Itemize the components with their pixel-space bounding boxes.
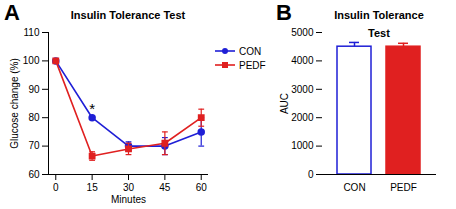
html-text:PEDF: PEDF [239, 59, 266, 71]
html-text:CON: CON [239, 45, 262, 57]
svg-text:45: 45 [159, 182, 171, 193]
svg-text:1000: 1000 [291, 140, 314, 151]
svg-text:30: 30 [123, 182, 135, 193]
svg-text:*: * [89, 100, 95, 117]
svg-text:80: 80 [28, 112, 40, 123]
svg-text:100: 100 [23, 55, 40, 66]
svg-text:AUC: AUC [279, 93, 290, 114]
html-text:Insulin Tolerance Test: Insulin Tolerance Test [70, 9, 186, 21]
html-text:Insulin Tolerance Test: Insulin Tolerance Test [334, 9, 424, 39]
svg-text:15: 15 [87, 182, 99, 193]
svg-text:110: 110 [24, 27, 40, 38]
svg-text:CON: CON [343, 182, 365, 193]
svg-text:PEDF: PEDF [390, 182, 417, 193]
svg-text:70: 70 [28, 140, 40, 151]
svg-text:Minutes: Minutes [111, 194, 146, 205]
svg-text:60: 60 [196, 182, 208, 193]
svg-text:4000: 4000 [291, 55, 314, 66]
svg-text:0: 0 [308, 169, 314, 180]
svg-text:60: 60 [28, 169, 40, 180]
svg-text:2000: 2000 [291, 112, 314, 123]
svg-text:0: 0 [53, 182, 59, 193]
svg-text:90: 90 [28, 84, 40, 95]
html-text:A: A [4, 0, 20, 25]
svg-text:5000: 5000 [291, 27, 314, 38]
html-text:B: B [276, 0, 292, 25]
svg-text:3000: 3000 [291, 84, 314, 95]
svg-text:Glucose change (%): Glucose change (%) [9, 58, 20, 149]
